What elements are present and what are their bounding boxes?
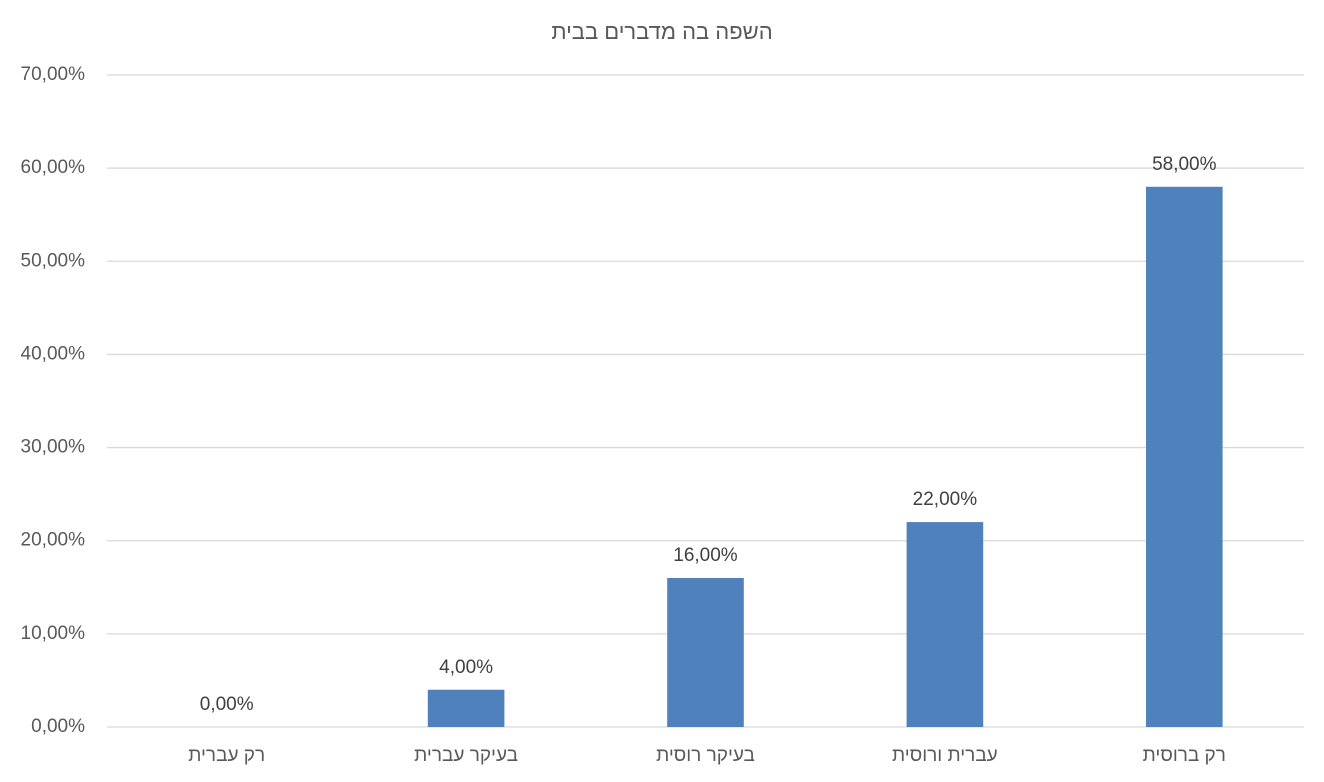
- value-label: 0,00%: [200, 694, 254, 715]
- x-tick-label: בעיקר רוסית: [656, 745, 755, 766]
- y-tick-label: 30,00%: [21, 437, 86, 458]
- value-label: 58,00%: [1152, 154, 1217, 175]
- y-tick-label: 60,00%: [21, 157, 86, 178]
- x-tick-label: עברית ורוסית: [892, 745, 998, 766]
- value-label: 22,00%: [913, 489, 978, 510]
- bar: [906, 522, 984, 727]
- value-label: 16,00%: [673, 545, 738, 566]
- value-label: 4,00%: [439, 657, 493, 678]
- x-tick-label: רק ברוסית: [1143, 745, 1226, 766]
- x-tick-label: רק עברית: [188, 745, 265, 766]
- chart-title: השפה בה מדברים בבית: [551, 19, 772, 44]
- x-tick-label: בעיקר עברית: [414, 745, 518, 766]
- y-tick-label: 10,00%: [21, 623, 86, 644]
- y-tick-label: 50,00%: [21, 250, 86, 271]
- bar: [1145, 186, 1223, 727]
- bar: [667, 577, 744, 727]
- y-tick-label: 0,00%: [31, 716, 85, 737]
- y-tick-label: 20,00%: [21, 530, 86, 551]
- y-tick-label: 70,00%: [21, 64, 86, 85]
- y-tick-label: 40,00%: [21, 343, 86, 364]
- bar: [427, 689, 505, 727]
